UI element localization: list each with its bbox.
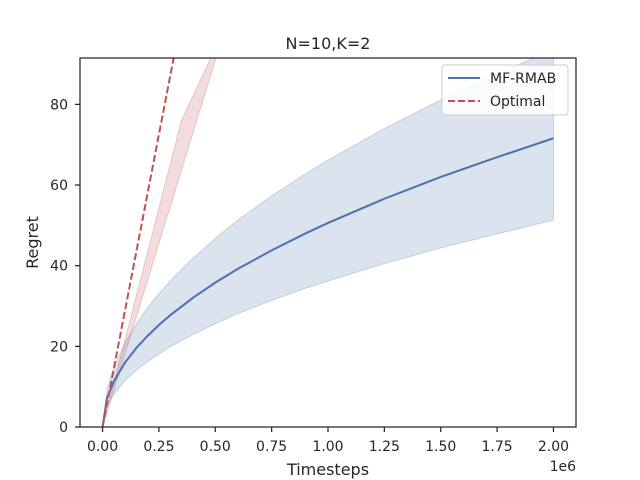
y-tick-label: 80 bbox=[50, 97, 68, 113]
legend-label-mf-rmab: MF-RMAB bbox=[490, 71, 556, 87]
series-lines bbox=[101, 58, 554, 427]
confidence-bands bbox=[102, 58, 554, 427]
x-tick-label: 1.00 bbox=[312, 439, 343, 455]
x-tick-label: 0.00 bbox=[87, 439, 118, 455]
x-tick-label: 2.00 bbox=[538, 439, 569, 455]
x-axis-offset-label: 1e6 bbox=[550, 459, 577, 475]
chart-title: N=10,K=2 bbox=[286, 34, 371, 53]
legend-label-optimal: Optimal bbox=[490, 94, 545, 110]
y-tick-label: 40 bbox=[50, 259, 68, 275]
x-tick-label: 1.75 bbox=[482, 439, 513, 455]
y-axis-ticks: 0 20 40 60 80 bbox=[50, 97, 80, 436]
y-tick-label: 60 bbox=[50, 178, 68, 194]
x-tick-label: 1.25 bbox=[369, 439, 400, 455]
band-optimal bbox=[102, 58, 217, 427]
x-tick-label: 1.50 bbox=[425, 439, 456, 455]
x-tick-label: 0.25 bbox=[143, 439, 174, 455]
y-axis-label: Regret bbox=[23, 216, 42, 269]
x-tick-label: 0.50 bbox=[200, 439, 231, 455]
band-mf-rmab bbox=[102, 58, 554, 427]
legend: MF-RMAB Optimal bbox=[441, 64, 569, 116]
y-tick-label: 20 bbox=[50, 339, 68, 355]
x-axis-label: Timesteps bbox=[286, 460, 369, 479]
line-mf-rmab bbox=[101, 137, 554, 427]
y-tick-label: 0 bbox=[59, 420, 68, 436]
x-axis-ticks: 0.00 0.25 0.50 0.75 1.00 1.25 1.50 1.75 2.00 bbox=[87, 427, 569, 455]
x-tick-label: 0.75 bbox=[256, 439, 287, 455]
